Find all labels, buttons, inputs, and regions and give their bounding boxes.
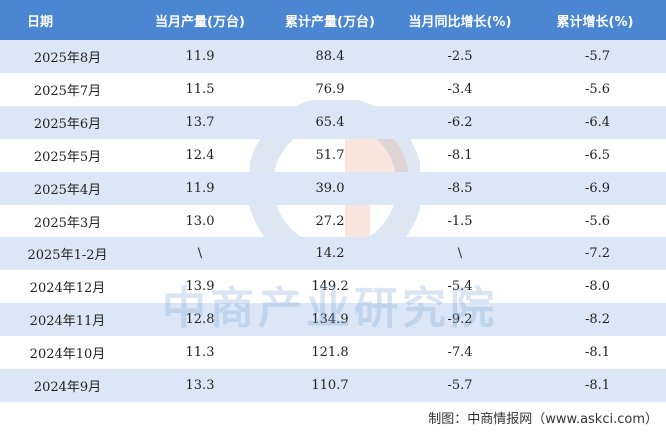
table-cell: 2024年11月 bbox=[29, 314, 106, 330]
table-cell: 11.9 bbox=[185, 49, 215, 64]
table-row: 2025年3月 13.0 27.2 -1.5 -5.6 bbox=[0, 205, 666, 238]
table-cell: -2.5 bbox=[447, 49, 473, 64]
table-row: 2025年8月 11.9 88.4 -2.5 -5.7 bbox=[0, 40, 666, 73]
table-cell: -6.9 bbox=[584, 180, 611, 196]
table-cell: 11.5 bbox=[185, 81, 215, 97]
table-cell: 2025年8月 bbox=[33, 51, 102, 66]
table-cell: 88.4 bbox=[315, 49, 345, 64]
table-row: 2025年4月 11.9 39.0 -8.5 -6.9 bbox=[0, 171, 666, 205]
table-cell: -6.2 bbox=[447, 114, 473, 130]
table-cell: 134.9 bbox=[311, 312, 349, 328]
table-cell: 13.9 bbox=[185, 279, 215, 295]
table-cell: 110.7 bbox=[311, 378, 349, 393]
table-cell: \ bbox=[457, 246, 463, 262]
table-cell: -1.5 bbox=[447, 213, 473, 229]
table-cell: 2025年7月 bbox=[33, 83, 102, 99]
header-cell: 累计增长(%) bbox=[556, 14, 634, 30]
table-cell: -5.7 bbox=[447, 378, 473, 393]
header-cell: 当月同比增长(%) bbox=[408, 14, 512, 30]
table-cell: 149.2 bbox=[311, 279, 349, 295]
table-cell: 11.3 bbox=[185, 345, 215, 361]
table-cell: 2024年12月 bbox=[29, 281, 106, 297]
table-cell: -6.4 bbox=[584, 114, 611, 130]
table-cell: 12.8 bbox=[185, 312, 215, 328]
table-cell: -5.4 bbox=[447, 279, 473, 295]
table-cell: -8.1 bbox=[584, 345, 611, 361]
table-cell: 11.9 bbox=[185, 180, 215, 196]
source-note: 制图：中商情报网（www.askci.com） bbox=[428, 412, 658, 427]
table-cell: 121.8 bbox=[311, 345, 349, 361]
table-cell: -7.2 bbox=[584, 246, 611, 262]
table-cell: 2025年6月 bbox=[33, 116, 102, 132]
table-cell: 12.4 bbox=[185, 147, 215, 163]
table-cell: 39.0 bbox=[315, 180, 345, 196]
table-cell: -5.6 bbox=[584, 213, 611, 229]
table-row: 2025年7月 11.5 76.9 -3.4 -5.6 bbox=[0, 73, 666, 106]
table-row: 2025年6月 13.7 65.4 -6.2 -6.4 bbox=[0, 105, 666, 139]
table-cell: 2025年1-2月 bbox=[27, 248, 108, 264]
table-cell: -8.1 bbox=[584, 378, 611, 393]
table-cell: 51.7 bbox=[315, 147, 345, 163]
table-cell: 13.3 bbox=[185, 378, 215, 393]
table-cell: 2025年4月 bbox=[33, 182, 102, 198]
table-cell: 27.2 bbox=[315, 213, 345, 229]
table-cell: \ bbox=[197, 246, 203, 262]
watermark: 中商产业研究院 bbox=[162, 283, 498, 334]
table-cell: 65.4 bbox=[315, 114, 345, 130]
header-row: 日期 当月产量(万台) 累计产量(万台) 当月同比增长(%) 累计增长(%) bbox=[0, 0, 666, 40]
table-cell: 2025年3月 bbox=[33, 215, 102, 231]
table-cell: -5.7 bbox=[584, 49, 611, 64]
table-row: 2025年5月 12.4 51.7 -8.1 -6.5 bbox=[0, 139, 666, 172]
table-cell: 13.7 bbox=[185, 114, 215, 130]
table-cell: -8.0 bbox=[584, 279, 611, 295]
table-row: 2025年1-2月 \ 14.2 \ -7.2 bbox=[0, 237, 666, 271]
table-cell: 76.9 bbox=[315, 81, 345, 97]
table-row: 2024年11月 12.8 134.9 -9.2 -8.2 bbox=[0, 303, 666, 337]
table-row: 2024年9月 13.3 110.7 -5.7 -8.1 bbox=[0, 369, 666, 402]
table-cell: -8.5 bbox=[447, 180, 473, 196]
table-cell: 2024年9月 bbox=[33, 380, 102, 395]
table-cell: -6.5 bbox=[584, 147, 611, 163]
table-row: 2024年10月 11.3 121.8 -7.4 -8.1 bbox=[0, 336, 666, 369]
table-row: 2024年12月 13.9 149.2 -5.4 -8.0 bbox=[0, 270, 666, 303]
table-cell: -5.6 bbox=[584, 81, 611, 97]
table-cell: 14.2 bbox=[315, 246, 345, 262]
table-cell: -9.2 bbox=[447, 312, 473, 328]
header-cell: 当月产量(万台) bbox=[155, 14, 245, 30]
table-cell: 13.0 bbox=[185, 213, 215, 229]
table-cell: -7.4 bbox=[447, 345, 473, 361]
table-cell: -3.4 bbox=[447, 81, 473, 97]
table-cell: -8.2 bbox=[584, 312, 611, 328]
table-cell: -8.1 bbox=[447, 147, 473, 163]
table-cell: 2025年5月 bbox=[33, 149, 102, 165]
header-cell: 日期 bbox=[26, 14, 53, 30]
table-cell: 2024年10月 bbox=[29, 347, 106, 363]
header-cell: 累计产量(万台) bbox=[285, 14, 375, 30]
